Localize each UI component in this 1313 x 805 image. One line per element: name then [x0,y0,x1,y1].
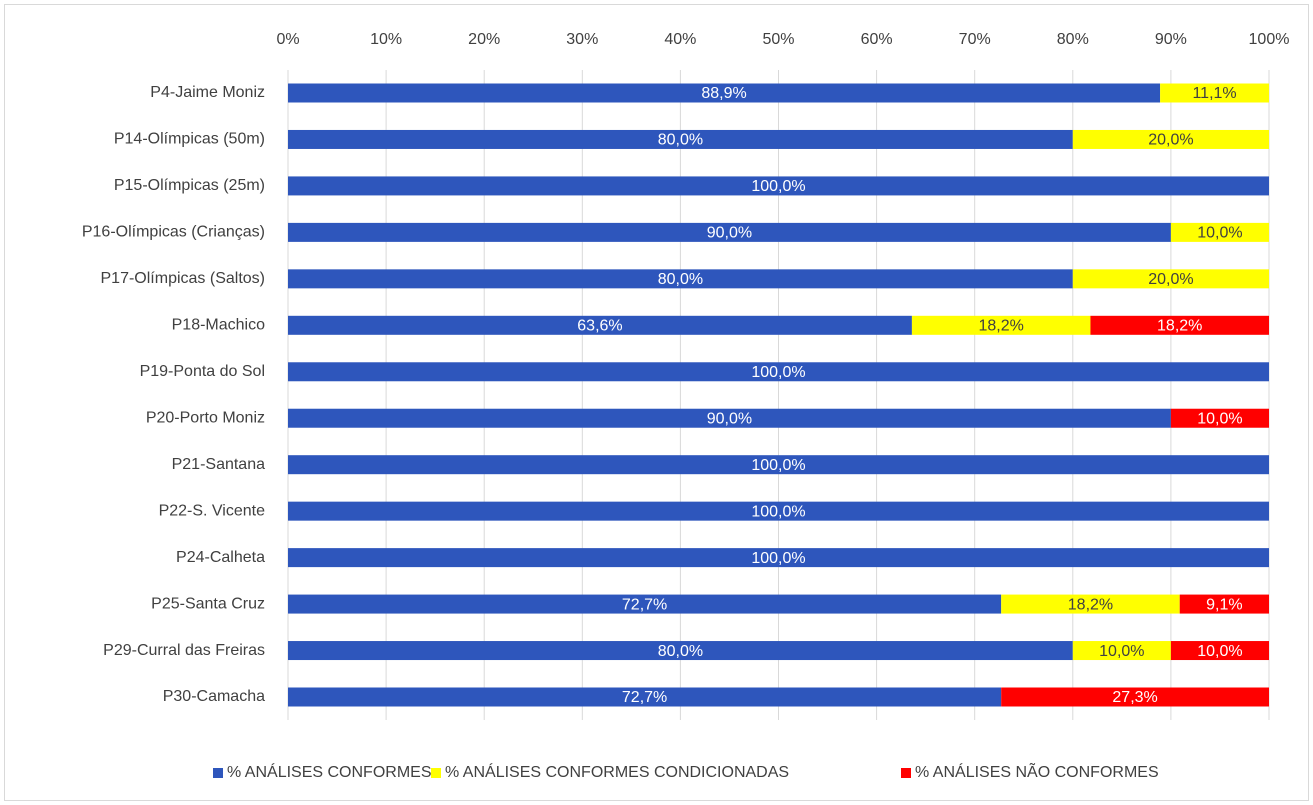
data-label: 18,2% [1068,596,1113,613]
data-label: 18,2% [978,318,1023,335]
data-label: 20,0% [1148,132,1193,149]
bar-segment [288,362,1269,382]
bar-segment [288,315,912,335]
x-tick-label: 0% [276,31,299,48]
bar-segment [288,455,1269,475]
data-label: 100,0% [751,178,805,195]
data-label: 100,0% [751,503,805,520]
data-label: 18,2% [1157,318,1202,335]
data-label: 10,0% [1197,410,1242,427]
x-tick-label: 70% [959,31,991,48]
y-tick-label: P21-Santana [172,456,266,473]
bar-segment [288,687,1002,707]
bar-segment [1090,315,1269,335]
bar-segment [1072,129,1269,149]
x-tick-label: 20% [468,31,500,48]
y-tick-label: P20-Porto Moniz [146,409,265,426]
bar-segment [911,315,1091,335]
x-tick-label: 40% [664,31,696,48]
y-tick-label: P14-Olímpicas (50m) [114,131,265,148]
data-label: 11,1% [1192,85,1236,102]
bar-segment [288,83,1161,103]
x-tick-label: 60% [861,31,893,48]
x-tick-label: 90% [1155,31,1187,48]
bar-segment [288,501,1269,521]
bar-segment [1072,269,1269,289]
legend-swatch [431,768,441,778]
data-label: 80,0% [658,271,703,288]
legend-label: % ANÁLISES CONFORMES CONDICIONADAS [445,762,789,781]
bar-segment [1170,641,1269,661]
bar-segment [1001,687,1269,707]
data-label: 20,0% [1148,271,1193,288]
bar-segment [288,269,1073,289]
data-label: 100,0% [751,457,805,474]
x-tick-label: 50% [762,31,794,48]
data-label: 63,6% [577,318,622,335]
bar-segment [288,594,1002,614]
x-tick-label: 10% [370,31,402,48]
bar-segment [288,129,1073,149]
data-label: 90,0% [707,410,752,427]
y-tick-label: P4-Jaime Moniz [150,84,265,101]
data-label: 80,0% [658,643,703,660]
bar-segment [1160,83,1269,103]
y-tick-label: P25-Santa Cruz [151,595,265,612]
data-label: 100,0% [751,364,805,381]
data-label: 80,0% [658,132,703,149]
y-tick-label: P15-Olímpicas (25m) [114,177,265,194]
bar-segment [1170,222,1269,242]
bar-segment [288,176,1269,196]
y-tick-label: P19-Ponta do Sol [140,363,265,380]
data-label: 10,0% [1197,225,1242,242]
x-tick-label: 30% [566,31,598,48]
data-label: 9,1% [1206,596,1242,613]
data-label: 72,7% [622,689,667,706]
data-label: 27,3% [1112,689,1157,706]
legend-swatch [901,768,911,778]
bar-segment [288,548,1269,568]
data-label: 10,0% [1099,643,1144,660]
bar-segment [1179,594,1269,614]
y-tick-label: P16-Olímpicas (Crianças) [82,224,265,241]
data-label: 88,9% [701,85,746,102]
bar-segment [288,222,1171,242]
y-tick-label: P22-S. Vicente [159,502,266,519]
data-label: 72,7% [622,596,667,613]
legend-label: % ANÁLISES CONFORMES [227,762,432,781]
bar-segment [1170,408,1269,428]
x-tick-label: 80% [1057,31,1089,48]
legend-label: % ANÁLISES NÃO CONFORMES [915,761,1159,781]
chart-border [4,4,1309,801]
y-tick-label: P17-Olímpicas (Saltos) [101,270,266,287]
bar-segment [1001,594,1180,614]
data-label: 100,0% [751,550,805,567]
bar-segment [288,408,1171,428]
data-label: 90,0% [707,225,752,242]
data-label: 10,0% [1197,643,1242,660]
bar-segment [288,641,1073,661]
legend-swatch [213,768,223,778]
y-tick-label: P30-Camacha [163,688,265,705]
bar-segment [1072,641,1171,661]
x-tick-label: 100% [1249,31,1290,48]
y-tick-label: P24-Calheta [176,549,265,566]
y-tick-label: P18-Machico [172,317,265,334]
y-tick-label: P29-Curral das Freiras [103,642,265,659]
